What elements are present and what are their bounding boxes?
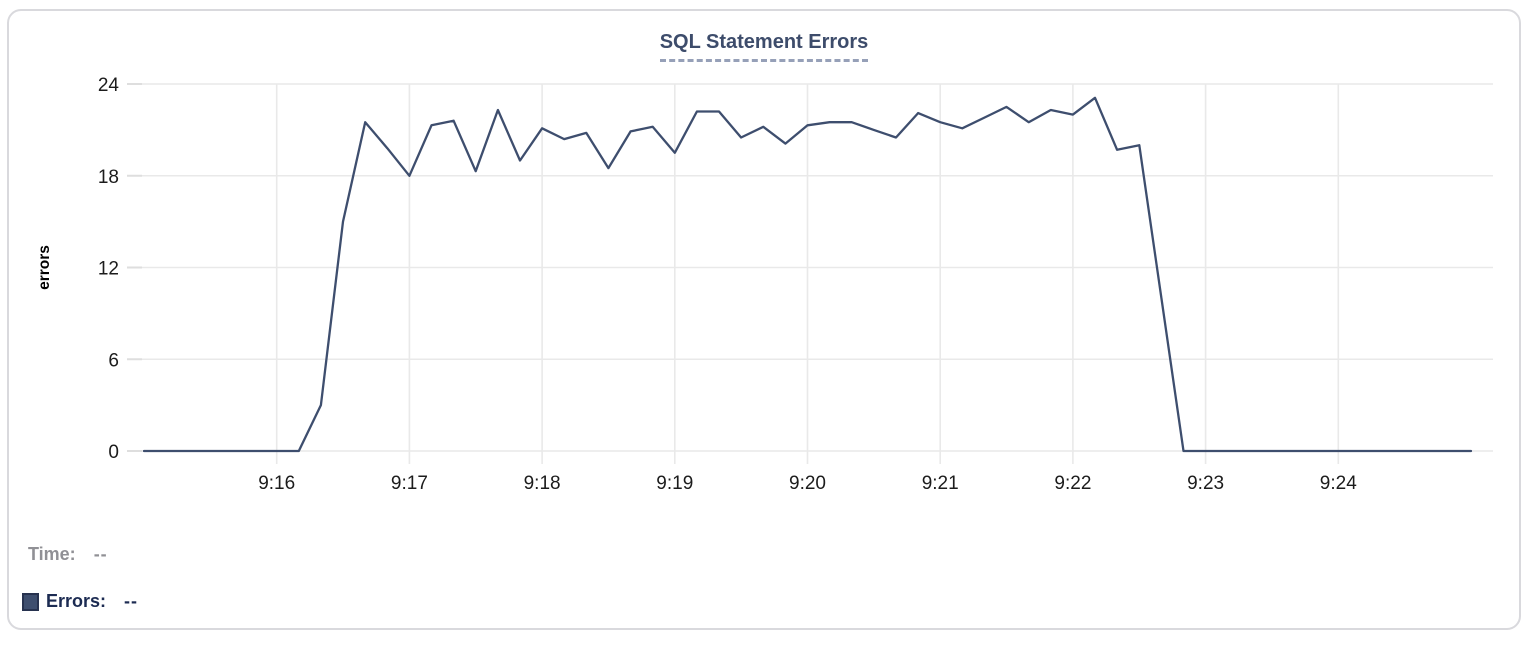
- chart-card: SQL Statement Errors 0 6 12 18 24 9:16 9:17 9:1…: [7, 9, 1521, 630]
- x-tick-label: 9:24: [1320, 473, 1357, 494]
- legend-time-value: --: [93, 544, 108, 564]
- chart-area: 0 6 12 18 24 9:16 9:17 9:18 9:19 9:20 9:21 9:22 9:23…: [9, 11, 1521, 523]
- legend-time-row: Time: --: [28, 544, 108, 565]
- y-tick-label: 12: [98, 259, 119, 280]
- x-tick-label: 9:22: [1054, 473, 1091, 494]
- x-tick-label: 9:21: [922, 473, 959, 494]
- legend-errors-value: --: [124, 591, 139, 611]
- x-tick-label: 9:16: [258, 473, 295, 494]
- x-tick-label: 9:18: [524, 473, 561, 494]
- x-tick-label: 9:17: [391, 473, 428, 494]
- legend-time-label: Time:: [28, 544, 76, 564]
- chart-title-wrap: SQL Statement Errors: [9, 31, 1519, 62]
- y-tick-label: 6: [108, 350, 119, 371]
- x-tick-label: 9:20: [789, 473, 826, 494]
- x-tick-label: 9:23: [1187, 473, 1224, 494]
- errors-series-line[interactable]: [142, 96, 1473, 453]
- x-tick-label: 9:19: [656, 473, 693, 494]
- legend-errors-label: Errors:: [46, 591, 107, 611]
- y-tick-label: 24: [98, 75, 120, 96]
- legend-errors-row: Errors: --: [22, 591, 138, 612]
- chart-title[interactable]: SQL Statement Errors: [659, 31, 869, 62]
- y-tick-label: 18: [98, 167, 119, 188]
- sql-errors-line-chart[interactable]: 0 6 12 18 24 9:16 9:17 9:18 9:19 9:20 9:21 9:22 9:23…: [9, 11, 1521, 523]
- errors-series-swatch-icon: [22, 592, 39, 611]
- y-tick-label: 0: [108, 442, 119, 463]
- y-axis-label: errors: [36, 245, 53, 290]
